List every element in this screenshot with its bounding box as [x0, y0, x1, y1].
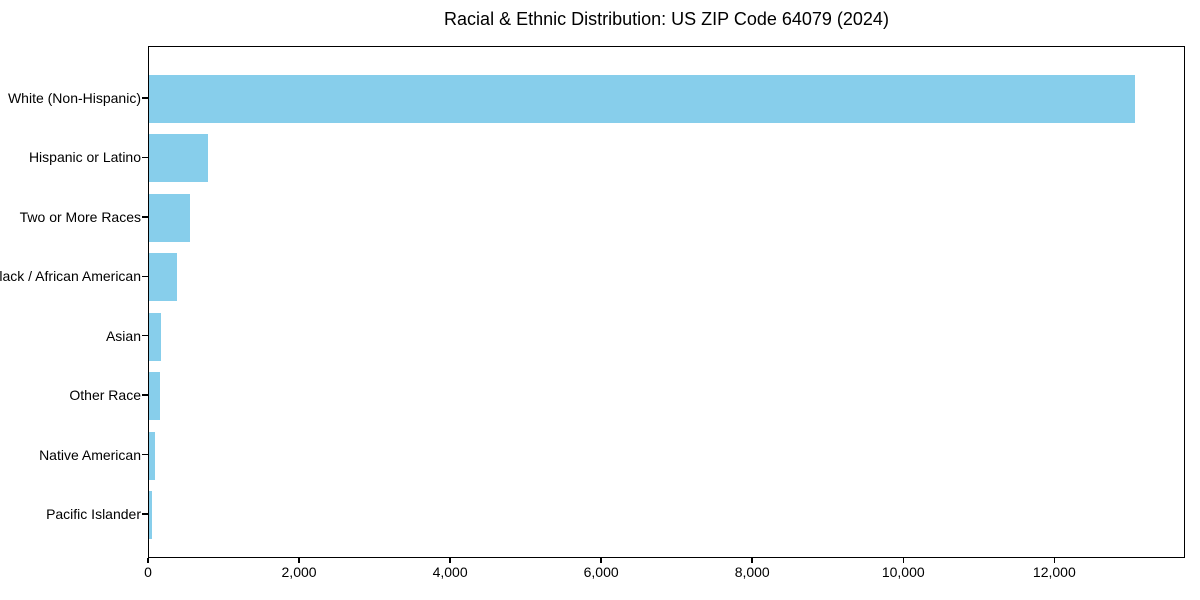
bar-other-race — [149, 372, 160, 421]
y-tick-label: Other Race — [69, 387, 141, 404]
y-tick-label: Two or More Races — [19, 208, 141, 225]
y-tick-mark — [142, 513, 148, 515]
y-tick-mark — [142, 97, 148, 99]
x-tick-label: 6,000 — [583, 564, 619, 580]
x-tick-mark — [449, 558, 451, 563]
bar-hispanic-or-latino — [149, 134, 208, 183]
y-tick-mark — [142, 216, 148, 218]
x-tick-mark — [298, 558, 300, 563]
y-tick-label: White (Non-Hispanic) — [7, 90, 141, 106]
x-tick-label: 4,000 — [432, 564, 468, 580]
x-tick-mark — [1053, 558, 1056, 563]
y-tick-mark — [142, 453, 148, 456]
bar-black-african-american — [149, 253, 178, 302]
y-tick-label: Black / African American — [0, 268, 141, 285]
bar-native-american — [149, 431, 156, 480]
plot-area — [148, 46, 1185, 558]
y-tick-label: Asian — [105, 327, 141, 344]
x-tick-mark — [147, 558, 149, 563]
x-tick-label: 12,000 — [1032, 564, 1076, 580]
y-tick-mark — [142, 394, 148, 396]
bar-white-non-hispanic — [149, 75, 1136, 123]
x-tick-mark — [751, 558, 753, 563]
x-tick-mark — [902, 558, 905, 563]
bar-two-or-more-races — [149, 193, 191, 242]
x-tick-label: 0 — [144, 564, 152, 580]
x-tick-label: 10,000 — [881, 564, 925, 580]
y-tick-label: Pacific Islander — [46, 506, 141, 522]
chart-title: Racial & Ethnic Distribution: US ZIP Cod… — [444, 9, 889, 29]
bar-asian — [149, 312, 162, 361]
y-tick-mark — [142, 156, 148, 159]
x-tick-mark — [600, 558, 602, 563]
x-tick-label: 2,000 — [281, 564, 317, 580]
x-tick-label: 8,000 — [734, 564, 770, 580]
y-tick-mark — [142, 334, 148, 337]
y-tick-label: Hispanic or Latino — [28, 149, 141, 166]
y-tick-mark — [142, 275, 148, 278]
bar-pacific-islander — [149, 491, 152, 539]
y-tick-label: Native American — [39, 446, 141, 463]
